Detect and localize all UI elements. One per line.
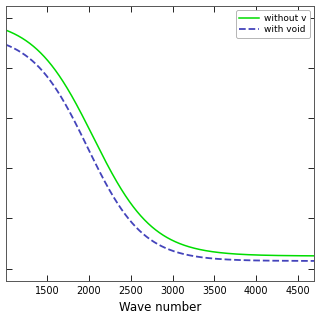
Line: without v: without v (5, 30, 315, 256)
without v (122, 192, 126, 196)
with void (39, 67, 43, 71)
without v (307, 254, 310, 258)
with void (4, 43, 7, 46)
without v (57, 74, 61, 77)
with void (135, 227, 139, 230)
without v (313, 254, 316, 258)
with void (57, 92, 61, 96)
with void (122, 211, 126, 215)
without v (39, 51, 43, 55)
Legend: without v, with void: without v, with void (236, 10, 310, 38)
with void (273, 259, 277, 263)
with void (313, 259, 316, 263)
without v (273, 253, 277, 257)
without v (4, 28, 7, 32)
Line: with void: with void (5, 44, 315, 261)
with void (307, 259, 310, 263)
X-axis label: Wave number: Wave number (119, 301, 201, 315)
without v (135, 210, 139, 214)
